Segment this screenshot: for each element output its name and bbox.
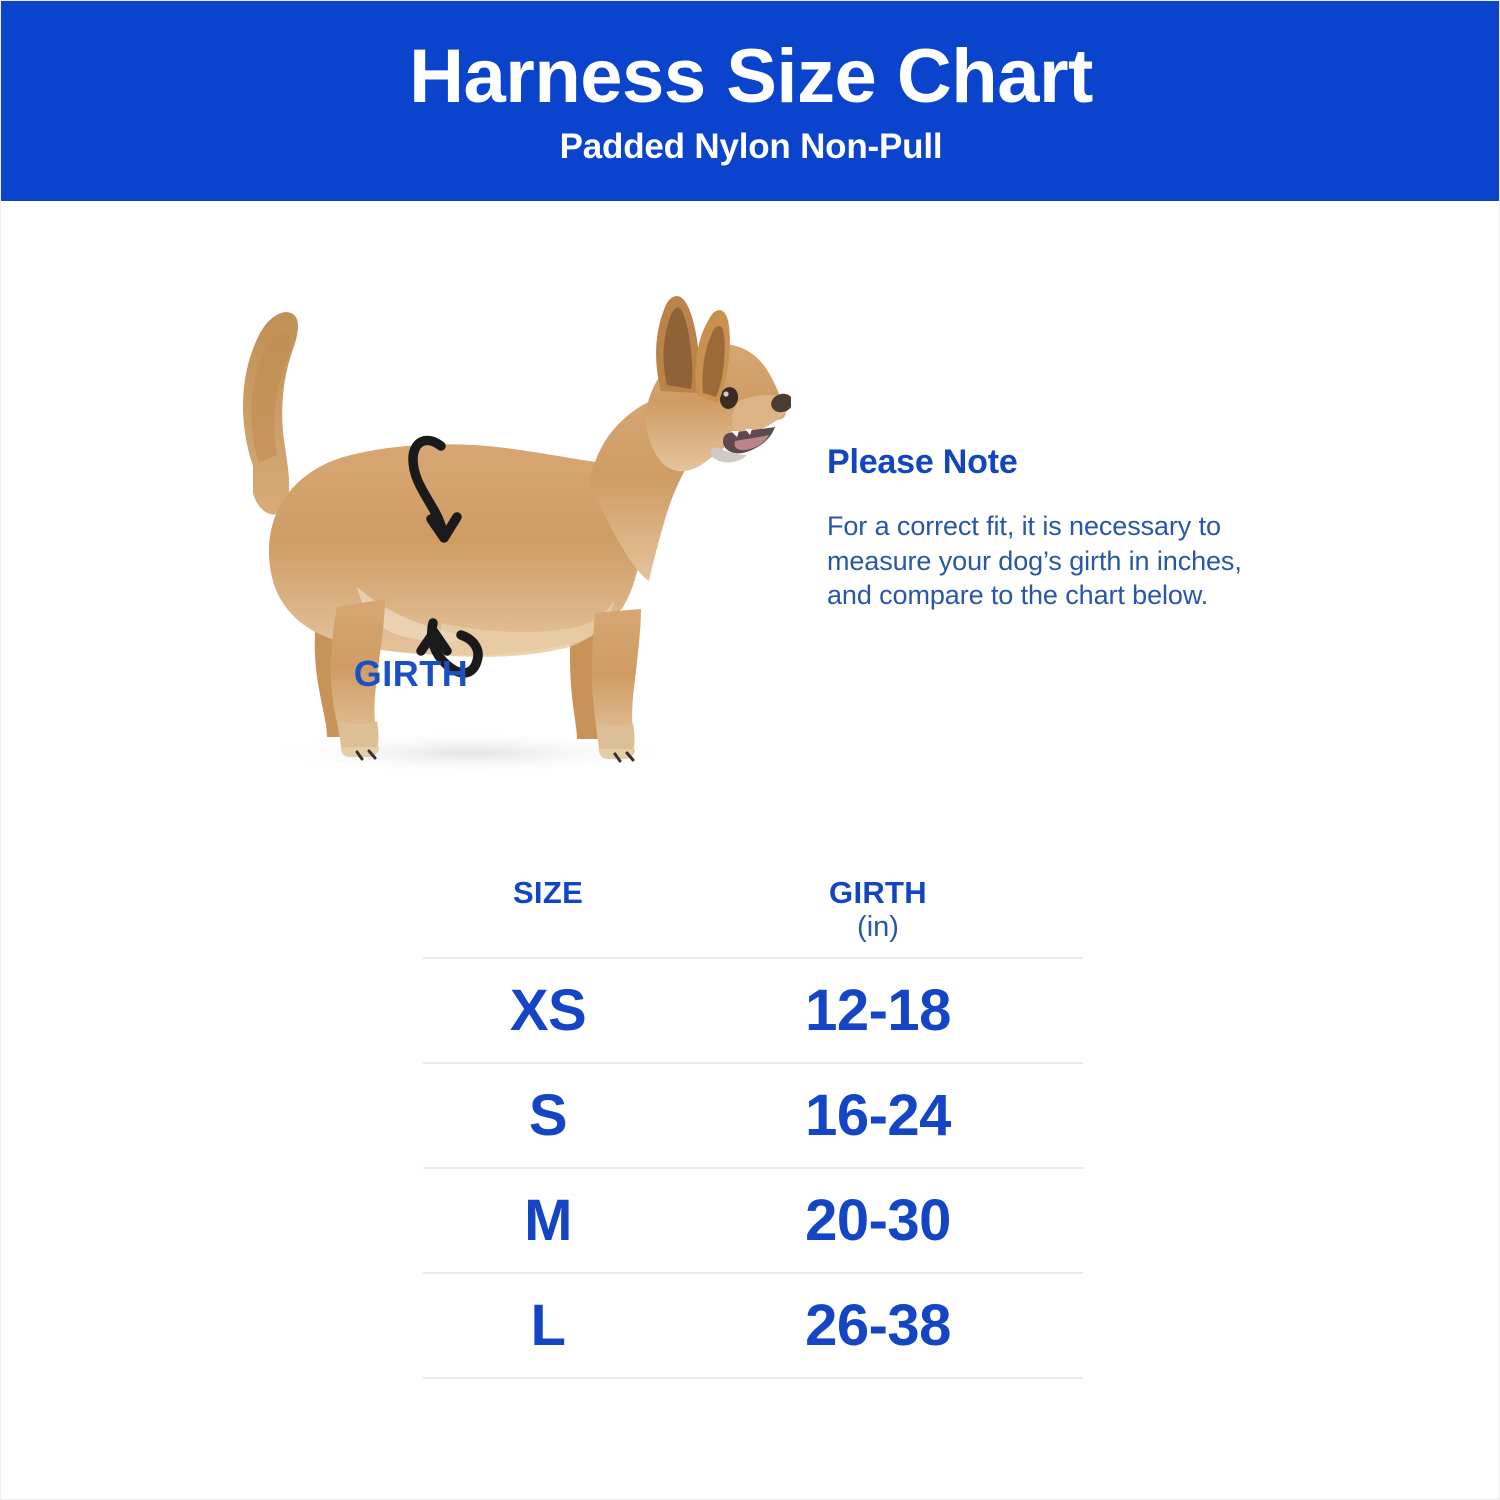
table-row: XS 12-18 [423,957,1083,1062]
page-subtitle: Padded Nylon Non-Pull [559,126,943,166]
girth-arrow-bottom [416,618,483,678]
column-header-girth: GIRTH (in) [673,875,1083,943]
column-header-size-label: SIZE [512,875,584,910]
cell-girth: 16-24 [805,1082,951,1148]
table-row: M 20-30 [423,1167,1083,1272]
please-note-block: Please Note For a correct fit, it is nec… [827,443,1387,613]
table-row: L 26-38 [423,1272,1083,1380]
header-banner: Harness Size Chart Padded Nylon Non-Pull [1,1,1499,201]
please-note-line-2: measure your dog’s girth in inches, [827,545,1242,576]
cell-size: XS [509,977,587,1043]
girth-arrow-top [408,435,462,543]
cell-size: L [530,1292,566,1358]
cell-girth: 20-30 [805,1187,951,1253]
column-header-girth-unit: (in) [857,910,899,943]
cell-size: M [524,1187,572,1253]
please-note-line-1: For a correct fit, it is necessary to [827,511,1221,542]
dog-illustration [141,251,791,791]
page-title: Harness Size Chart [409,33,1093,119]
dog-photo-graphic [242,296,791,775]
cell-girth: 12-18 [805,977,951,1043]
cell-size: S [528,1082,568,1148]
size-chart-table: SIZE GIRTH (in) XS 12-18 S 16-24 M 20-30… [423,875,1083,1380]
cell-girth: 26-38 [805,1292,951,1358]
please-note-line-3: and compare to the chart below. [827,580,1209,611]
table-header-row: SIZE GIRTH (in) [423,875,1083,957]
column-header-girth-label: GIRTH [829,875,927,910]
column-header-size: SIZE [423,875,673,943]
please-note-heading: Please Note [827,443,1018,481]
girth-label: GIRTH [353,653,469,694]
table-row: S 16-24 [423,1062,1083,1167]
